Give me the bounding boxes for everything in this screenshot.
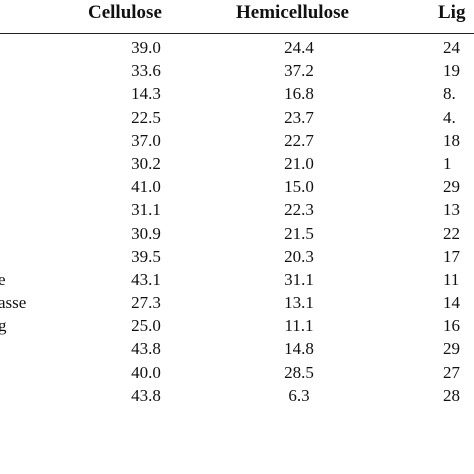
hemicellulose-value: 15.0 — [284, 177, 314, 197]
lignin-value: 8. — [443, 84, 456, 104]
cellulose-value: 30.9 — [131, 223, 161, 243]
table-row: 43.8 6.3 28 — [0, 384, 474, 407]
cellulose-value: 30.2 — [131, 153, 161, 173]
table-row: 41.0 15.0 29 — [0, 175, 474, 198]
column-header-lignin: Lig — [438, 2, 466, 23]
lignin-value: 4. — [443, 107, 456, 127]
table-row: 22.5 23.7 4. — [0, 106, 474, 129]
table-row: 37.0 22.7 18 — [0, 129, 474, 152]
cellulose-value: 31.1 — [131, 200, 161, 220]
hemicellulose-value: 22.3 — [284, 200, 314, 220]
cellulose-value: 43.8 — [131, 339, 161, 359]
lignin-value: 27 — [443, 362, 460, 382]
table-row: 43.8 14.8 29 — [0, 337, 474, 360]
table-header-row: Cellulose Hemicellulose Lig — [0, 0, 474, 28]
hemicellulose-value: 23.7 — [284, 107, 314, 127]
cellulose-value: 41.0 — [131, 177, 161, 197]
hemicellulose-value: 6.3 — [288, 385, 310, 405]
hemicellulose-value: 20.3 — [284, 246, 314, 266]
column-header-hemicellulose: Hemicellulose — [236, 2, 349, 23]
lignin-value: 1 — [443, 153, 452, 173]
hemicellulose-value: 14.8 — [284, 339, 314, 359]
hemicellulose-value: 11.1 — [284, 316, 314, 336]
header-rule — [0, 33, 474, 34]
lignin-value: 22 — [443, 223, 460, 243]
row-label: asse — [0, 293, 27, 313]
cellulose-value: 27.3 — [131, 293, 161, 313]
hemicellulose-value: 24.4 — [284, 38, 314, 57]
lignin-value: 11 — [443, 269, 460, 289]
cellulose-value: 25.0 — [131, 316, 161, 336]
lignin-value: 28 — [443, 385, 460, 405]
cellulose-value: 22.5 — [131, 107, 161, 127]
lignin-value: 17 — [443, 246, 460, 266]
cellulose-value: 39.5 — [131, 246, 161, 266]
lignin-value: 18 — [443, 130, 460, 150]
hemicellulose-value: 21.0 — [284, 153, 314, 173]
lignin-value: 29 — [443, 177, 460, 197]
table-row: 14.3 16.8 8. — [0, 82, 474, 105]
hemicellulose-value: 28.5 — [284, 362, 314, 382]
cellulose-value: 37.0 — [131, 130, 161, 150]
hemicellulose-value: 37.2 — [284, 61, 314, 81]
table-row: 33.6 37.2 19 — [0, 59, 474, 82]
lignin-value: 13 — [443, 200, 460, 220]
hemicellulose-value: 31.1 — [284, 269, 314, 289]
lignin-value: 19 — [443, 61, 460, 81]
table-row: 40.0 28.5 27 — [0, 361, 474, 384]
lignin-value: 14 — [443, 293, 460, 313]
hemicellulose-value: 16.8 — [284, 84, 314, 104]
lignin-value: 24 — [443, 38, 460, 57]
hemicellulose-value: 21.5 — [284, 223, 314, 243]
lignin-value: 29 — [443, 339, 460, 359]
table-row: 39.0 24.4 24 — [0, 36, 474, 59]
cellulose-value: 43.1 — [131, 269, 161, 289]
cellulose-value: 39.0 — [131, 38, 161, 57]
hemicellulose-value: 22.7 — [284, 130, 314, 150]
column-header-cellulose: Cellulose — [88, 2, 162, 23]
cellulose-value: 40.0 — [131, 362, 161, 382]
cellulose-value: 14.3 — [131, 84, 161, 104]
table-row: 30.9 21.5 22 — [0, 222, 474, 245]
lignin-value: 16 — [443, 316, 460, 336]
table-row: asse 27.3 13.1 14 — [0, 291, 474, 314]
table-row: e 43.1 31.1 11 — [0, 268, 474, 291]
table-row: 30.2 21.0 1 — [0, 152, 474, 175]
hemicellulose-value: 13.1 — [284, 293, 314, 313]
table-row: 31.1 22.3 13 — [0, 198, 474, 221]
table-body: 39.0 24.4 24 33.6 37.2 19 14.3 16.8 8. 22.5 23.7 4.… — [0, 36, 474, 407]
cellulose-value: 33.6 — [131, 61, 161, 81]
row-label: e — [0, 269, 6, 289]
table-row: g 25.0 11.1 16 — [0, 314, 474, 337]
cellulose-value: 43.8 — [131, 385, 161, 405]
table-row: 39.5 20.3 17 — [0, 245, 474, 268]
row-label: g — [0, 316, 7, 336]
